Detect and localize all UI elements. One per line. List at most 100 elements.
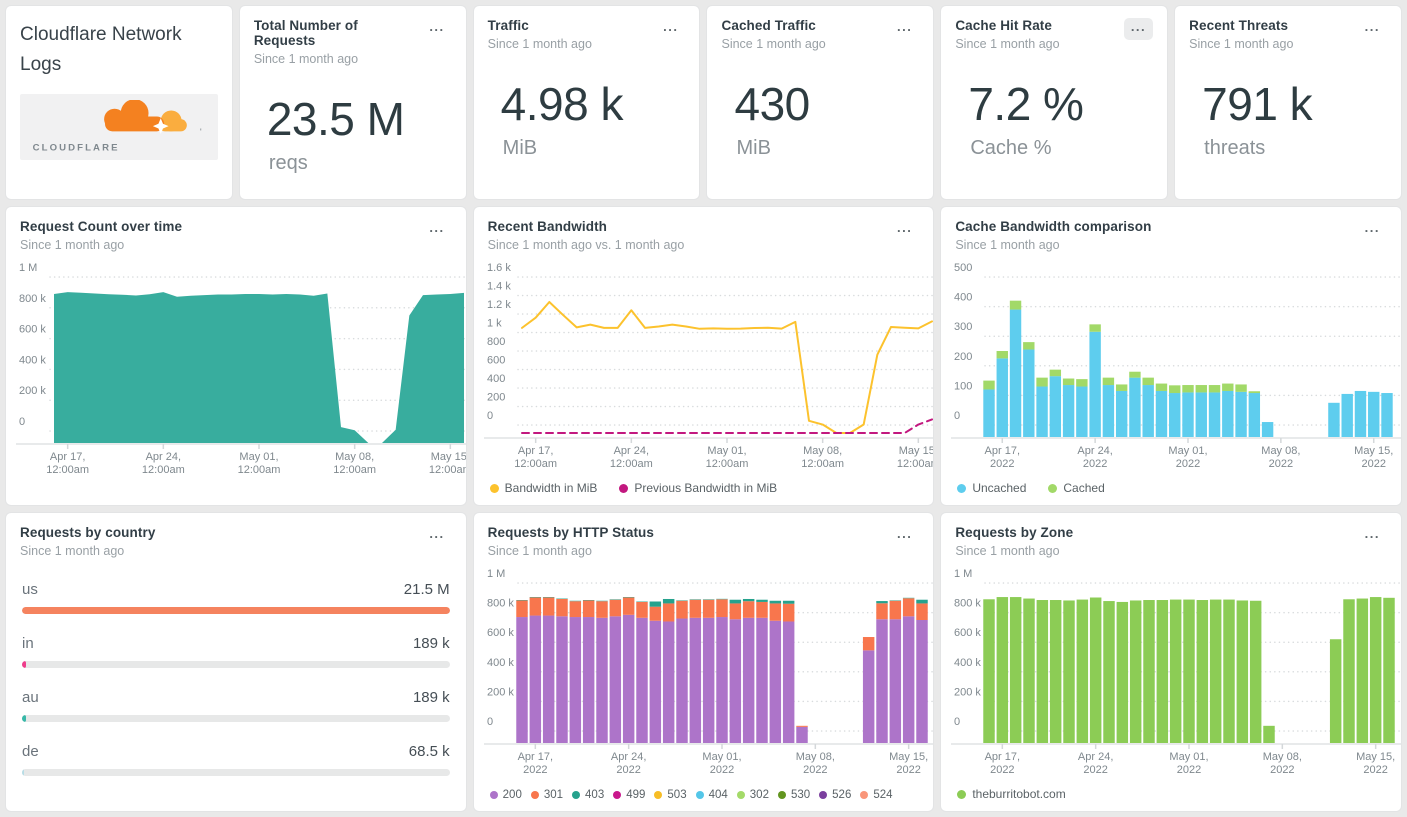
panel-title: Request Count over time xyxy=(20,219,183,234)
legend-dot xyxy=(1048,484,1058,493)
svg-text:May 08,: May 08, xyxy=(1262,445,1301,457)
legend-item-Uncached: Uncached xyxy=(957,481,1026,495)
panel-subtitle: Since 1 month ago xyxy=(955,238,1060,252)
country-label: de xyxy=(22,743,39,760)
stat-unit: MiB xyxy=(736,137,771,159)
panel-title: Recent Bandwidth xyxy=(487,219,608,234)
svg-text:600 k: 600 k xyxy=(954,627,981,639)
panel-heading: Requests by country Since 1 month ago xyxy=(20,525,155,558)
svg-text:12:00am: 12:00am xyxy=(897,458,934,469)
panel-menu-button[interactable]: ... xyxy=(1123,18,1154,40)
svg-text:May 08,: May 08, xyxy=(795,751,834,763)
chart-legend: Uncached Cached xyxy=(957,481,1105,495)
svg-text:600: 600 xyxy=(487,355,505,367)
legend-item-Bandwidth in MiB: Bandwidth in MiB xyxy=(489,481,597,495)
svg-text:12:00am: 12:00am xyxy=(705,458,748,469)
legend-item-301: 301 xyxy=(530,789,563,801)
legend-item-302: 302 xyxy=(736,789,769,801)
panel-title: Total Number of Requests xyxy=(253,18,358,48)
svg-text:May 08,: May 08, xyxy=(803,445,842,457)
svg-text:1 M: 1 M xyxy=(19,262,37,274)
legend-dot xyxy=(619,484,629,493)
svg-text:200: 200 xyxy=(487,392,505,404)
stat-unit: Cache % xyxy=(970,137,1052,159)
country-value: 189 k xyxy=(412,689,450,706)
svg-text:May 15,: May 15, xyxy=(1354,445,1393,457)
stat-value: 23.5 M xyxy=(266,93,405,145)
svg-text:2022: 2022 xyxy=(990,458,1014,469)
country-label: au xyxy=(22,689,39,706)
request-count-area-chart: 1 M 800 k 600 k 400 k 200 k 0 Apr 17, 12:00am Ap… xyxy=(6,259,466,475)
panel-menu-button[interactable]: ... xyxy=(890,219,919,241)
panel-menu-button[interactable]: ... xyxy=(1358,219,1387,241)
charts-row-1: Request Count over time Since 1 month ag… xyxy=(5,206,1402,506)
svg-text:12:00am: 12:00am xyxy=(238,464,281,475)
panel-heading: Cache Bandwidth comparison Since 1 month… xyxy=(955,219,1151,252)
panel-title: Cache Hit Rate xyxy=(955,18,1053,33)
panel-heading: Cached Traffic Since 1 month ago xyxy=(721,18,825,51)
panel-cached-traffic: Cached Traffic Since 1 month ago ... 430… xyxy=(706,5,935,200)
legend-dot xyxy=(777,791,786,799)
svg-text:2022: 2022 xyxy=(1084,764,1108,775)
country-label: us xyxy=(22,581,38,598)
svg-text:1 M: 1 M xyxy=(487,568,505,580)
panel-heading: Requests by Zone Since 1 month ago xyxy=(955,525,1073,558)
svg-text:0: 0 xyxy=(954,716,960,728)
stat-value: 430 xyxy=(734,78,810,130)
panel-menu-button[interactable]: ... xyxy=(422,525,451,547)
panel-header: Requests by Zone Since 1 month ago ... xyxy=(955,525,1387,558)
country-bar-track xyxy=(22,661,450,668)
legend-dot xyxy=(654,791,663,799)
panel-header: Request Count over time Since 1 month ag… xyxy=(20,219,452,252)
cache-bandwidth-bar-chart: 500 400 300 200 100 0 Apr 17, 2022 Apr 24, 2022 Ma… xyxy=(941,259,1401,469)
country-row-in: in 189 k xyxy=(22,635,450,668)
svg-text:2022: 2022 xyxy=(523,764,547,775)
svg-text:May 01,: May 01, xyxy=(707,445,746,457)
panel-menu-button[interactable]: ... xyxy=(890,18,919,40)
svg-text:Apr 24,: Apr 24, xyxy=(613,445,648,457)
panel-menu-button[interactable]: ... xyxy=(422,219,451,241)
svg-text:400 k: 400 k xyxy=(487,657,514,669)
legend-item-Cached: Cached xyxy=(1048,481,1105,495)
panel-subtitle: Since 1 month ago xyxy=(20,544,125,558)
panel-menu-button[interactable]: ... xyxy=(1358,18,1387,40)
legend-item-530: 530 xyxy=(777,789,810,801)
panel-heading: Recent Bandwidth Since 1 month ago vs. 1… xyxy=(488,219,685,252)
panel-heading: Cache Hit Rate Since 1 month ago xyxy=(955,18,1059,51)
legend-dot xyxy=(530,791,539,799)
country-label: in xyxy=(22,635,34,652)
dashboard-title: Cloudflare Network Logs xyxy=(20,24,182,76)
svg-text:12:00am: 12:00am xyxy=(333,464,376,475)
svg-text:2022: 2022 xyxy=(1177,764,1201,775)
panel-traffic: Traffic Since 1 month ago ... 4.98 k MiB xyxy=(472,5,701,200)
svg-text:May 01,: May 01, xyxy=(239,451,278,463)
svg-text:2022: 2022 xyxy=(709,764,733,775)
panel-requests-by-zone: Requests by Zone Since 1 month ago ... 1… xyxy=(940,512,1402,812)
panel-heading: Traffic Since 1 month ago xyxy=(488,18,592,51)
panel-heading: Recent Threats Since 1 month ago xyxy=(1189,18,1293,51)
svg-text:1.2 k: 1.2 k xyxy=(487,299,511,311)
svg-text:2022: 2022 xyxy=(1083,458,1107,469)
panel-title: Requests by Zone xyxy=(955,525,1074,540)
legend-dot xyxy=(957,484,967,493)
svg-text:12:00am: 12:00am xyxy=(610,458,653,469)
svg-text:200 k: 200 k xyxy=(19,385,46,397)
svg-text:May 15,: May 15, xyxy=(889,751,928,763)
panel-heading: Request Count over time Since 1 month ag… xyxy=(20,219,182,252)
svg-text:Apr 17,: Apr 17, xyxy=(985,751,1020,763)
panel-menu-button[interactable]: ... xyxy=(1358,525,1387,547)
svg-text:400: 400 xyxy=(954,292,972,304)
panel-menu-button[interactable]: ... xyxy=(656,18,685,40)
svg-text:500: 500 xyxy=(954,262,972,274)
country-bar-list: us 21.5 M in 189 k au 189 k de 68.5 k xyxy=(22,581,450,797)
legend-dot xyxy=(860,791,869,799)
svg-text:Apr 24,: Apr 24, xyxy=(611,751,646,763)
panel-subtitle: Since 1 month ago xyxy=(1189,37,1294,51)
panel-menu-button[interactable]: ... xyxy=(890,525,919,547)
stat-unit: threats xyxy=(1204,137,1266,159)
panel-menu-button[interactable]: ... xyxy=(422,18,451,40)
panel-header: Total Number of Requests Since 1 month a… xyxy=(254,18,452,66)
svg-text:Apr 17,: Apr 17, xyxy=(517,751,552,763)
country-bar-fill xyxy=(22,661,26,668)
